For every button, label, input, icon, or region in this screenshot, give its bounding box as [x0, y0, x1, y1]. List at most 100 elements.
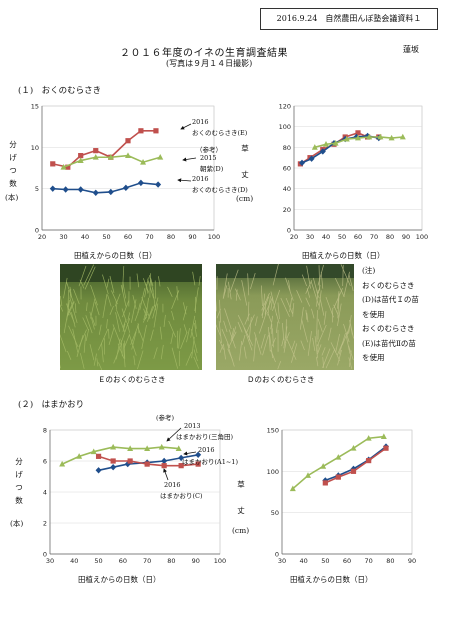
data-point: [343, 135, 350, 142]
data-point: [335, 454, 342, 460]
data-point: [365, 435, 372, 441]
s1-tiller-chart: 0 5 10 15 20 30 40 50 60 70 80 90 100: [31, 103, 220, 242]
data-point: [77, 157, 84, 163]
arrow-d: [177, 178, 192, 183]
y-tick-label: 2: [43, 520, 47, 528]
y-tick-label: 150: [267, 427, 279, 435]
s2-right-ylabel: 草 丈: [237, 480, 245, 515]
x-tick-label: 80: [386, 233, 394, 241]
rice-photo-e: [60, 264, 202, 370]
data-point: [76, 453, 83, 459]
author-name: 蓮坂: [403, 45, 419, 54]
data-point: [350, 444, 357, 451]
data-point: [355, 134, 361, 141]
data-point: [332, 140, 339, 146]
arrow-red: [163, 468, 169, 481]
s1-anno-ref-name: 朝紫(D): [200, 165, 224, 173]
data-point: [77, 186, 84, 193]
data-point: [78, 153, 84, 159]
series-line: [61, 446, 179, 465]
data-point: [289, 485, 296, 492]
s2-anno-green-name: はまかおり(三角田): [176, 433, 234, 441]
y-tick-label: 0: [287, 227, 291, 235]
s1-anno-ref-year: 2015: [200, 154, 217, 162]
x-tick-label: 50: [102, 233, 110, 241]
data-point: [366, 457, 372, 464]
data-point: [388, 134, 395, 141]
y-tick-label: 40: [283, 185, 291, 193]
data-point: [178, 454, 185, 462]
data-point: [366, 133, 373, 140]
x-tick-label: 40: [81, 233, 89, 241]
data-point: [125, 138, 131, 144]
section1-heading: (１) おくのむらさき: [18, 86, 102, 96]
x-tick-label: 100: [214, 557, 226, 565]
photo-d-caption: Ｄのおくのむらさき: [247, 375, 315, 384]
data-point: [140, 159, 147, 165]
data-point: [59, 460, 66, 467]
s2-tiller-chart: 0 2 4 6 8 30 40 50 60 70 80 90 100: [43, 427, 226, 566]
s2-anno-red-name: はまかおり(C): [160, 492, 203, 500]
x-tick-label: 30: [46, 557, 54, 565]
y-tick-label: 120: [279, 103, 291, 111]
s1-left-ylabel-unit: (本): [5, 193, 19, 202]
data-point: [49, 185, 56, 192]
x-tick-label: 80: [386, 557, 394, 565]
y-tick-label: 8: [43, 427, 47, 435]
data-point: [323, 141, 329, 147]
series-line: [325, 445, 387, 482]
data-point: [178, 463, 184, 469]
s2-anno-red-year: 2016: [164, 481, 181, 489]
data-point: [92, 154, 99, 160]
x-tick-label: 30: [306, 233, 314, 241]
data-point: [107, 154, 114, 160]
data-point: [127, 458, 133, 464]
data-point: [122, 184, 129, 192]
y-tick-label: 15: [31, 103, 39, 111]
x-tick-label: 40: [300, 557, 308, 565]
data-point: [153, 128, 159, 134]
s1-right-ylabel-unit: (cm): [236, 194, 254, 203]
rice-photo-d: [216, 264, 354, 370]
data-point: [161, 463, 167, 469]
data-point: [158, 443, 165, 450]
data-point: [144, 461, 150, 467]
data-point: [93, 148, 99, 154]
data-point: [127, 445, 134, 451]
data-point: [107, 188, 114, 196]
data-point: [144, 445, 151, 451]
arrow-e: [180, 123, 192, 130]
x-tick-label: 50: [94, 557, 102, 565]
x-tick-label: 60: [119, 557, 127, 565]
y-tick-label: 5: [35, 185, 39, 193]
x-tick-label: 70: [365, 557, 373, 565]
y-tick-label: 50: [271, 509, 279, 517]
x-tick-label: 90: [192, 557, 200, 565]
data-point: [299, 159, 305, 167]
data-point: [95, 467, 102, 474]
data-point: [311, 144, 318, 150]
data-point: [60, 163, 67, 170]
x-tick-label: 50: [338, 233, 346, 241]
photo-e-caption: Ｅのおくのむらさき: [98, 375, 166, 384]
data-point: [175, 445, 182, 451]
s1-anno-e-year: 2016: [192, 118, 209, 126]
x-tick-label: 20: [38, 233, 46, 241]
data-point: [138, 128, 144, 134]
data-point: [399, 133, 406, 140]
y-tick-label: 100: [279, 123, 291, 131]
arrow-green: [166, 427, 182, 442]
s2-left-ylabel: 分 げ つ 数: [15, 457, 23, 505]
x-tick-label: 70: [370, 233, 378, 241]
data-point: [65, 164, 71, 170]
document-reference-box: 2016.9.24 自然農田んぼ塾会議資料１: [260, 8, 438, 30]
s2-anno-blue-name: はまかおり(A1~1): [182, 458, 238, 466]
x-tick-label: 90: [188, 233, 196, 241]
x-tick-label: 100: [208, 233, 220, 241]
s2-height-chart: 0 50 100 150 30 40 50 60 70 80 90: [267, 427, 417, 566]
y-tick-label: 80: [283, 144, 291, 152]
arrow-ref: [182, 157, 197, 162]
data-point: [322, 480, 328, 486]
data-point: [355, 130, 361, 136]
